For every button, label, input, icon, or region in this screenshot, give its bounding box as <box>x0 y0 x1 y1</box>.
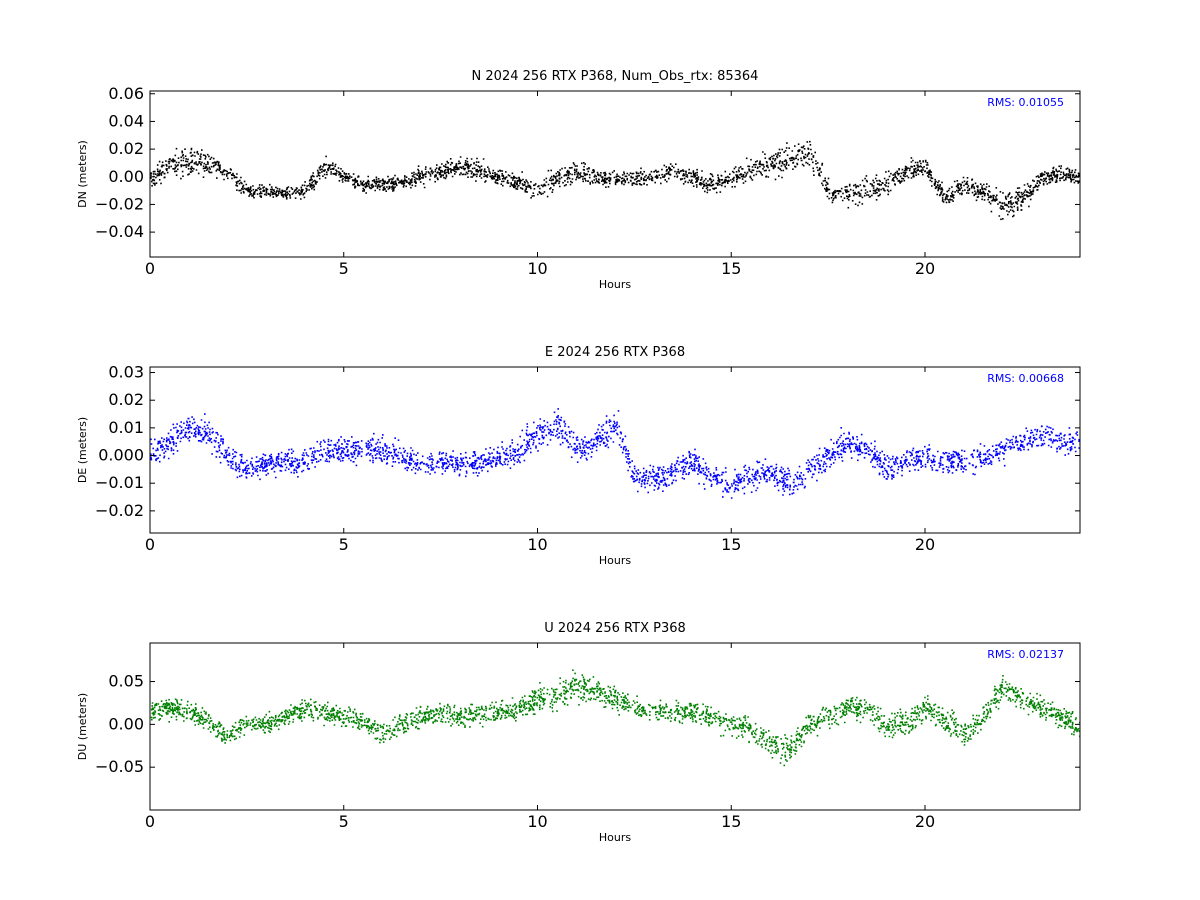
x-tick-label: 5 <box>339 812 349 831</box>
data-points <box>150 140 1080 221</box>
x-axis-label: Hours <box>599 278 631 291</box>
panel-1: 0 5 10 15 20 −0.02 −0.01 0.000 0.01 0.02 0.03 E 202… <box>76 345 1081 567</box>
y-tick-label: −0.01 <box>95 473 144 492</box>
y-tick-label: 0.00 <box>108 167 144 186</box>
rms-annotation: RMS: 0.00668 <box>987 372 1064 385</box>
data-points <box>150 669 1080 767</box>
data-points <box>150 408 1080 499</box>
x-tick-label: 10 <box>527 812 547 831</box>
panel-0: 0 5 10 15 20 −0.04 −0.02 0.00 0.02 0.04 0.06 N 2024… <box>76 69 1081 291</box>
y-tick-label: 0.000 <box>98 446 144 465</box>
scatter-points <box>150 669 1080 767</box>
y-axis-label: DU (meters) <box>76 693 89 760</box>
x-tick-label: 5 <box>339 259 349 278</box>
rms-annotation: RMS: 0.01055 <box>987 96 1064 109</box>
x-tick-label: 10 <box>527 259 547 278</box>
axes-frame <box>149 366 1081 534</box>
y-axis-label: DE (meters) <box>76 417 89 483</box>
x-tick-label: 20 <box>915 812 935 831</box>
x-tick-label: 0 <box>145 812 155 831</box>
x-tick-label: 0 <box>145 259 155 278</box>
y-tick-label: 0.02 <box>108 139 144 158</box>
y-tick-label: 0.02 <box>108 390 144 409</box>
rms-annotation: RMS: 0.02137 <box>987 648 1064 661</box>
panel-2: 0 5 10 15 20 −0.05 0.00 0.05 U 2024 256 RTX P368… <box>76 621 1081 844</box>
chart-title: E 2024 256 RTX P368 <box>545 345 685 360</box>
y-tick-label: 0.05 <box>108 672 144 691</box>
x-tick-label: 15 <box>721 812 741 831</box>
y-tick-label: 0.06 <box>108 84 144 103</box>
x-tick-label: 20 <box>915 535 935 554</box>
y-tick-label: −0.05 <box>95 757 144 776</box>
chart-title: N 2024 256 RTX P368, Num_Obs_rtx: 85364 <box>472 69 759 84</box>
y-tick-label: 0.01 <box>108 418 144 437</box>
x-axis-label: Hours <box>599 831 631 844</box>
scatter-points <box>150 140 1080 221</box>
axes-frame <box>149 642 1081 811</box>
chart-title: U 2024 256 RTX P368 <box>544 621 686 636</box>
x-tick-label: 15 <box>721 535 741 554</box>
y-tick-label: −0.04 <box>95 222 144 241</box>
x-axis-label: Hours <box>599 554 631 567</box>
y-axis-label: DN (meters) <box>76 140 89 208</box>
scatter-points <box>150 408 1080 499</box>
x-tick-label: 0 <box>145 535 155 554</box>
y-tick-label: −0.02 <box>95 194 144 213</box>
axes-frame <box>149 90 1081 258</box>
x-tick-label: 10 <box>527 535 547 554</box>
x-tick-label: 15 <box>721 259 741 278</box>
y-tick-label: 0.04 <box>108 111 144 130</box>
y-tick-label: −0.02 <box>95 501 144 520</box>
x-tick-label: 5 <box>339 535 349 554</box>
y-tick-label: 0.03 <box>108 363 144 382</box>
x-tick-label: 20 <box>915 259 935 278</box>
y-tick-label: 0.00 <box>108 714 144 733</box>
